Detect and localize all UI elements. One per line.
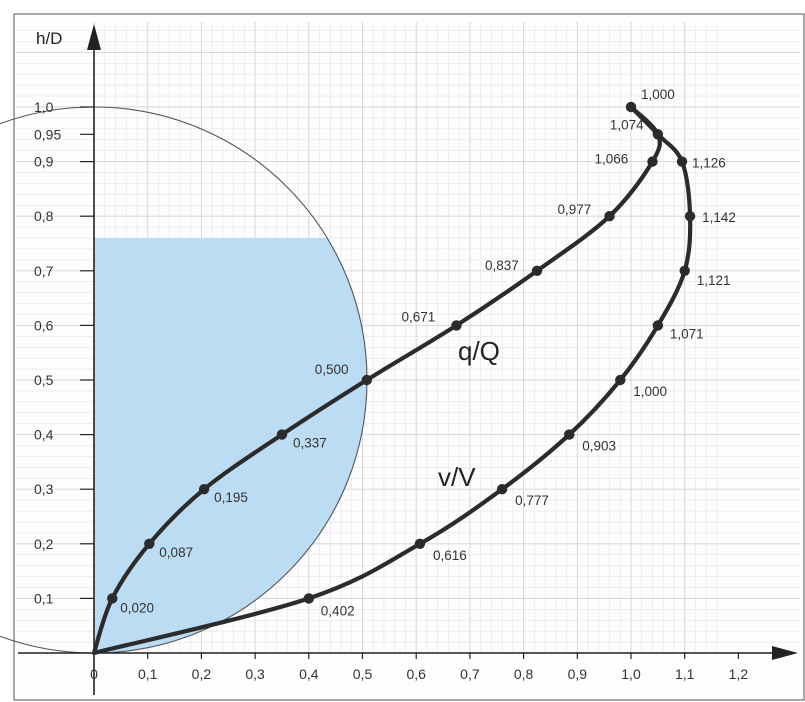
y-tick-label: 0,9 (34, 154, 54, 170)
v-over-V-point (679, 265, 690, 276)
q-over-Q-point (647, 156, 658, 167)
y-tick-label: 0,2 (34, 536, 54, 552)
series-label-q-over-Q: q/Q (458, 336, 500, 366)
data-label: 1,071 (670, 326, 704, 341)
x-tick-label: 0 (90, 666, 98, 682)
data-label: 0,903 (582, 439, 616, 454)
data-label: 0,337 (293, 436, 327, 451)
q-over-Q-point (625, 101, 637, 113)
data-label: 1,066 (594, 152, 628, 167)
v-over-V-point (496, 484, 508, 495)
x-tick-label: 0,2 (192, 666, 212, 682)
data-label: 0,777 (515, 493, 549, 508)
data-label: 1,126 (692, 156, 726, 171)
axes (18, 24, 798, 695)
q-over-Q-point (276, 429, 288, 440)
q-over-Q-point (361, 374, 372, 386)
y-axis-label: h/D (36, 29, 62, 48)
q-over-Q-point (107, 593, 118, 604)
data-labels: 0,020 0,087 0,195 0,337 0,500 0,671 0,837 0,977… (120, 87, 736, 618)
x-tick-label: 0,5 (353, 666, 373, 682)
q-over-Q-point (652, 129, 664, 140)
y-tick-label: 0,6 (34, 317, 54, 333)
y-tick-label: 0,1 (34, 590, 54, 606)
v-over-V-point (414, 538, 426, 549)
y-axis-arrow (87, 24, 101, 50)
x-tick-label: 0,7 (460, 666, 480, 682)
v-over-V-point (676, 156, 688, 167)
data-label: 1,121 (697, 273, 731, 288)
x-tick-label: 0,8 (514, 666, 534, 682)
v-over-V-point (615, 374, 626, 386)
y-tick-label: 0,3 (34, 481, 54, 497)
tick-labels: 0 0,1 0,2 0,3 0,4 0,5 0,6 0,7 0,8 0,9 1,0 1,1 1,2 0,1… (34, 99, 748, 682)
data-label: 1,000 (641, 87, 675, 102)
y-tick-label: 0,8 (34, 208, 54, 224)
x-tick-label: 0,1 (138, 666, 158, 682)
y-tick-label: 0,7 (34, 263, 54, 279)
y-tick-label: 0,95 (34, 126, 61, 142)
data-label: 0,020 (120, 600, 154, 615)
series-label-v-over-V: v/V (438, 462, 476, 492)
v-over-V-point (303, 593, 314, 604)
x-tick-label: 0,9 (568, 666, 588, 682)
water-fill (94, 238, 367, 654)
v-over-V-point (652, 320, 664, 331)
data-label: 0,402 (321, 603, 355, 618)
data-label: 0,087 (159, 545, 193, 560)
data-label: 1,074 (610, 117, 644, 132)
y-tick-label: 0,5 (34, 372, 54, 388)
q-over-Q-point (451, 320, 462, 331)
data-label: 0,977 (558, 202, 592, 217)
x-tick-label: 1,1 (675, 666, 695, 682)
v-over-V-point (684, 211, 696, 222)
y-tick-label: 1,0 (34, 99, 54, 115)
data-points (107, 101, 696, 604)
x-tick-label: 0,3 (245, 666, 265, 682)
q-over-Q-point (531, 265, 543, 276)
q-over-Q-point (144, 538, 155, 549)
x-axis-arrow (772, 646, 798, 660)
data-label: 1,000 (633, 384, 667, 399)
x-tick-label: 0,4 (299, 666, 319, 682)
data-label: 0,837 (485, 258, 519, 273)
x-tick-label: 1,0 (621, 666, 641, 682)
data-label: 0,616 (433, 548, 467, 563)
data-label: 1,142 (702, 210, 736, 225)
v-over-V-point (564, 429, 575, 440)
y-tick-label: 0,4 (34, 427, 54, 443)
x-tick-label: 1,2 (729, 666, 749, 682)
x-tick-label: 0,6 (406, 666, 426, 682)
data-label: 0,500 (315, 362, 349, 377)
data-label: 0,671 (401, 309, 435, 324)
q-over-Q-point (604, 211, 615, 222)
q-over-Q-point (198, 484, 210, 495)
data-label: 0,195 (214, 490, 248, 505)
